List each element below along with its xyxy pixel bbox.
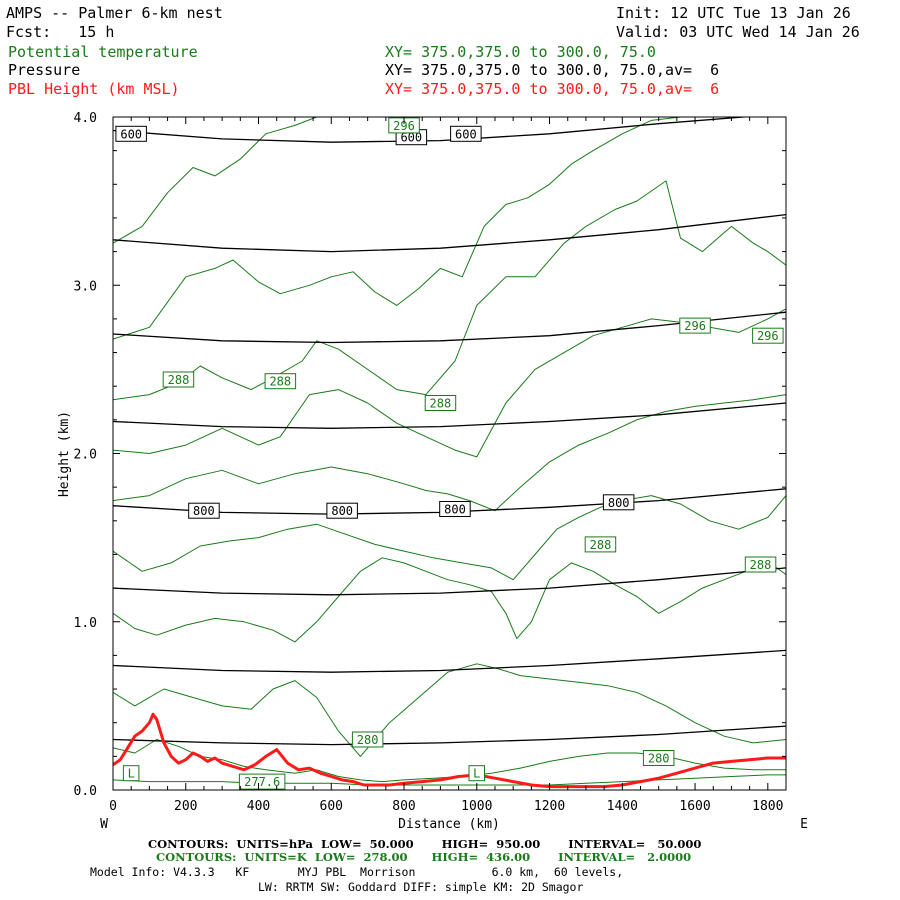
pressure-contour-5 xyxy=(113,567,786,596)
svg-text:L: L xyxy=(128,767,135,781)
theta-contour-15 xyxy=(113,663,786,757)
svg-text:288: 288 xyxy=(168,373,190,387)
theta-label-7: 288 xyxy=(744,556,777,573)
x-tick-label-3: 600 xyxy=(320,799,343,814)
forecast-hour: Fcst: 15 h xyxy=(6,23,115,41)
x-tick-label-6: 1200 xyxy=(534,799,565,814)
y-tick-label-0: 0.0 xyxy=(74,784,97,799)
pressure-contour-6 xyxy=(113,649,786,673)
theta-label-0: 296 xyxy=(388,117,420,134)
chart-title: AMPS -- Palmer 6-km nest xyxy=(6,4,223,22)
x-tick-label-2: 400 xyxy=(247,799,270,814)
theta-label-1: 296 xyxy=(679,317,711,334)
x-axis-west-label: W xyxy=(100,817,108,832)
y-axis-title: Height (km) xyxy=(57,411,72,497)
x-tick-label-8: 1600 xyxy=(679,799,710,814)
field-theta-xy: XY= 375.0,375.0 to 300.0, 75.0 xyxy=(385,43,656,61)
contour-lines xyxy=(113,117,786,789)
field-pressure-name: Pressure xyxy=(8,61,81,79)
pressure-label-5: 800 xyxy=(439,501,471,517)
y-tick-label-1: 1.0 xyxy=(74,616,97,631)
field-pbl-name: PBL Height (km MSL) xyxy=(8,80,180,98)
svg-text:800: 800 xyxy=(608,496,630,510)
theta-contour-9 xyxy=(113,117,786,340)
x-axis-east-label: E xyxy=(800,817,808,832)
y-tick-label-2: 2.0 xyxy=(74,448,97,463)
theta-label-8: 280 xyxy=(351,731,384,748)
svg-text:280: 280 xyxy=(357,733,379,747)
svg-text:600: 600 xyxy=(400,131,422,145)
svg-text:277.6: 277.6 xyxy=(244,775,280,789)
x-tick-label-1: 200 xyxy=(174,799,197,814)
theta-label-10: 277.6 xyxy=(238,773,286,790)
pressure-contour-7 xyxy=(113,725,786,746)
svg-text:600: 600 xyxy=(455,127,477,141)
theta-label-6: 288 xyxy=(584,536,617,553)
pressure-label-4: 800 xyxy=(326,502,358,519)
model-info: Model Info: V4.3.3 KF MYJ PBL Morrison 6… xyxy=(90,865,624,879)
x-tick-label-5: 1000 xyxy=(461,799,492,814)
pressure-label-0: 600 xyxy=(115,125,147,142)
pressure-contour-3 xyxy=(113,402,786,429)
plot-frame xyxy=(112,116,787,791)
theta-contour-16 xyxy=(113,739,786,783)
svg-text:288: 288 xyxy=(750,558,772,572)
pressure-contour-0 xyxy=(113,117,752,143)
valid-time: Valid: 03 UTC Wed 14 Jan 26 xyxy=(616,23,860,41)
svg-text:288: 288 xyxy=(590,538,612,552)
field-pbl-xy: XY= 375.0,375.0 to 300.0, 75.0,av= 6 xyxy=(385,80,720,98)
axes: 0 200 400 600 800 1000 1200 1400 1600 1800 0.0 1.0 2… xyxy=(74,111,786,814)
x-tick-label-4: 800 xyxy=(392,799,415,814)
theta-label-4: 288 xyxy=(264,373,297,390)
theta-label-2: 296 xyxy=(752,327,784,344)
theta-label-5: 288 xyxy=(424,395,457,411)
svg-text:296: 296 xyxy=(757,329,779,343)
svg-text:800: 800 xyxy=(193,504,215,518)
pressure-label-2: 600 xyxy=(450,125,482,142)
x-tick-label-7: 1400 xyxy=(607,799,638,814)
svg-text:296: 296 xyxy=(684,319,706,333)
y-tick-label-4: 4.0 xyxy=(74,111,97,126)
x-tick-label-0: 0 xyxy=(109,799,117,814)
pressure-contour-1 xyxy=(113,213,786,253)
pressure-label-1: 600 xyxy=(395,129,428,146)
svg-text:600: 600 xyxy=(120,127,142,141)
pressure-contour-info: CONTOURS: UNITS=hPa LOW= 50.000 HIGH= 95… xyxy=(148,837,702,851)
theta-contour-8 xyxy=(113,117,434,244)
svg-text:800: 800 xyxy=(331,504,353,518)
pressure-label-6: 800 xyxy=(602,494,635,511)
theta-contour-12 xyxy=(113,394,786,512)
theta-contour-14 xyxy=(113,557,786,643)
pressure-contour-2 xyxy=(113,311,786,344)
theta-contour-info: CONTOURS: UNITS=K LOW= 278.00 HIGH= 436.… xyxy=(156,850,692,864)
field-pressure-xy: XY= 375.0,375.0 to 300.0, 75.0,av= 6 xyxy=(385,61,720,79)
physics-info: LW: RRTM SW: Goddard DIFF: simple KM: 2D… xyxy=(258,880,584,894)
y-tick-label-3: 3.0 xyxy=(74,279,97,294)
x-axis-title: Distance (km) xyxy=(398,817,500,832)
theta-label-12: L xyxy=(468,765,485,782)
svg-text:296: 296 xyxy=(393,119,415,133)
pressure-label-3: 800 xyxy=(188,502,220,519)
theta-label-9: 280 xyxy=(642,750,675,766)
theta-contour-13 xyxy=(113,495,786,581)
theta-contour-17 xyxy=(113,774,786,786)
svg-text:288: 288 xyxy=(269,375,291,389)
svg-text:800: 800 xyxy=(444,503,466,517)
x-tick-label-9: 1800 xyxy=(752,799,783,814)
init-time: Init: 12 UTC Tue 13 Jan 26 xyxy=(616,4,851,22)
theta-contour-10 xyxy=(113,180,786,401)
pbl-contour-18 xyxy=(113,712,786,789)
theta-label-11: L xyxy=(122,765,140,782)
svg-text:288: 288 xyxy=(430,397,452,411)
svg-text:280: 280 xyxy=(648,752,670,766)
field-theta-name: Potential temperature xyxy=(8,43,198,61)
contour-labels: 600 600 600 800 800 800 800 296 296 296 288 288 288 2… xyxy=(115,117,784,790)
theta-label-3: 288 xyxy=(162,371,195,388)
svg-text:L: L xyxy=(473,767,480,781)
